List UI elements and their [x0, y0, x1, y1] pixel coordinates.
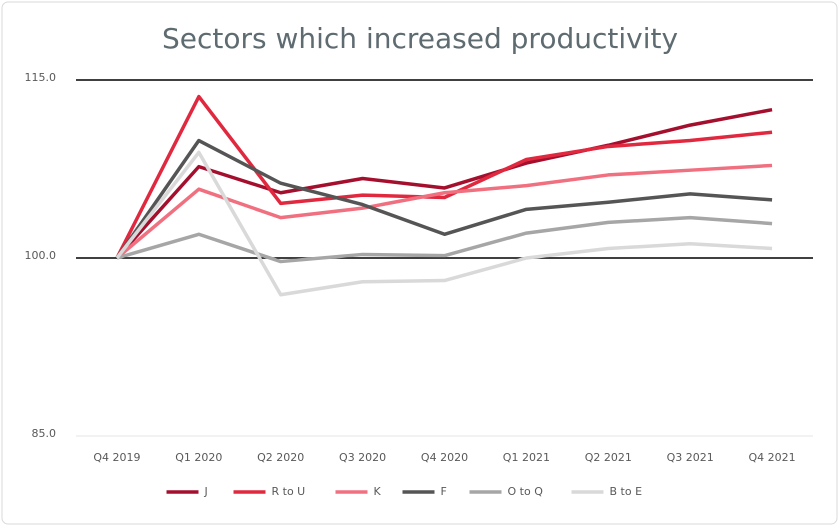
series-line: [115, 94, 773, 259]
legend-label: F: [441, 485, 447, 498]
x-tick-label: Q4 2020: [421, 451, 468, 464]
legend-label: R to U: [272, 485, 306, 498]
x-tick-label: Q1 2020: [175, 451, 222, 464]
series-line: [115, 150, 773, 297]
legend-label: K: [374, 485, 382, 498]
x-tick-label: Q4 2019: [93, 451, 140, 464]
y-tick-label: 100.0: [25, 249, 57, 262]
legend-label: O to Q: [508, 485, 544, 498]
x-tick-label: Q1 2021: [503, 451, 550, 464]
chart-title: Sectors which increased productivity: [162, 22, 678, 55]
series-line: [115, 138, 773, 260]
legend-label: J: [204, 485, 208, 498]
series-line: [116, 215, 773, 264]
series-line: [115, 107, 773, 260]
x-tick-label: Q2 2021: [585, 451, 632, 464]
x-tick-label: Q4 2021: [748, 451, 795, 464]
x-tick-label: Q3 2021: [667, 451, 714, 464]
y-tick-label: 85.0: [32, 427, 57, 440]
legend-label: B to E: [610, 485, 643, 498]
y-tick-label: 115.0: [25, 71, 57, 84]
x-tick-label: Q2 2020: [257, 451, 304, 464]
x-tick-label: Q3 2020: [339, 451, 386, 464]
